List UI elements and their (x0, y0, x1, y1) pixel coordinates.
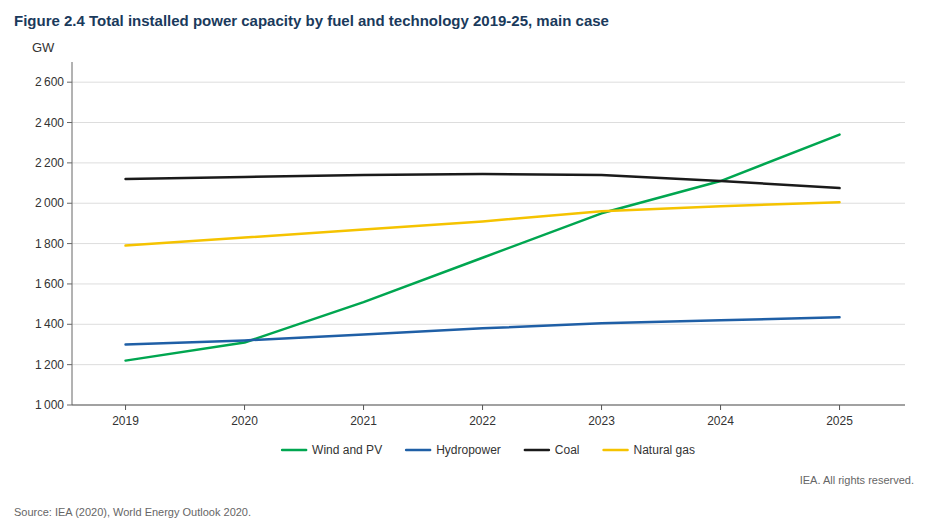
y-tick-label: 1 400 (35, 317, 64, 331)
y-tick (67, 162, 72, 163)
y-tick (67, 243, 72, 244)
y-tick (67, 405, 72, 406)
legend-item: Natural gas (604, 443, 695, 457)
grid-line (72, 405, 905, 406)
x-tick-label: 2020 (231, 414, 258, 428)
grid-line (72, 364, 905, 365)
y-tick-label: 1 200 (35, 358, 64, 372)
x-tick (482, 405, 483, 410)
x-tick (720, 405, 721, 410)
plot-area (126, 135, 840, 361)
x-tick-label: 2023 (588, 414, 615, 428)
y-axis: 1 000 1 200 1 400 1 600 1 800 2 000 2 200 2 400… (35, 62, 905, 412)
x-tick (839, 405, 840, 410)
annotation: IEA. All rights reserved. (800, 474, 914, 486)
y-tick (67, 324, 72, 325)
title: Figure 2.4 Total installed power capacit… (14, 12, 609, 29)
x-axis: 2019 2020 2021 2022 2023 2024 2025 (72, 405, 905, 428)
grid-line (72, 243, 905, 244)
x-tick-label: 2019 (112, 414, 139, 428)
y-tick-label: 2 600 (35, 75, 64, 89)
grid-line (72, 324, 905, 325)
chart: Figure 2.4 Total installed power capacit… (0, 0, 928, 531)
x-tick-label: 2021 (350, 414, 377, 428)
y-tick (67, 283, 72, 284)
y-tick (67, 122, 72, 123)
legend-label: Coal (555, 443, 580, 457)
y-tick-label: 1 800 (35, 237, 64, 251)
grid-line (72, 122, 905, 123)
grid-line (72, 82, 905, 83)
grid-line (72, 283, 905, 284)
legend: Wind and PV Hydropower Coal Natural gas (282, 443, 695, 457)
y-tick-label: 2 000 (35, 196, 64, 210)
x-axis-line (72, 405, 905, 406)
legend-label: Hydropower (436, 443, 501, 457)
legend-item: Wind and PV (282, 443, 382, 457)
x-tick-label: 2025 (826, 414, 853, 428)
x-tick (125, 405, 126, 410)
x-tick-label: 2022 (469, 414, 496, 428)
series-line (126, 174, 840, 188)
y-tick-label: 1 000 (35, 398, 64, 412)
x-tick (601, 405, 602, 410)
y-axis-label: GW (32, 40, 55, 55)
y-tick-label: 2 400 (35, 116, 64, 130)
y-tick (67, 364, 72, 365)
x-tick (244, 405, 245, 410)
legend-label: Natural gas (634, 443, 695, 457)
legend-swatch (525, 449, 549, 452)
legend-swatch (604, 449, 628, 452)
series-line (126, 135, 840, 361)
legend-swatch (406, 449, 430, 452)
x-tick-label: 2024 (707, 414, 734, 428)
legend-swatch (282, 449, 306, 452)
y-tick-label: 1 600 (35, 277, 64, 291)
y-axis-line (72, 62, 73, 405)
annotation: Source: IEA (2020), World Energy Outlook… (14, 506, 251, 518)
y-tick (67, 82, 72, 83)
grid-line (72, 162, 905, 163)
legend-item: Coal (525, 443, 580, 457)
y-tick (67, 203, 72, 204)
y-tick-label: 2 200 (35, 156, 64, 170)
legend-label: Wind and PV (312, 443, 382, 457)
series-line (126, 202, 840, 245)
series-line (126, 317, 840, 344)
x-tick (363, 405, 364, 410)
legend-item: Hydropower (406, 443, 501, 457)
